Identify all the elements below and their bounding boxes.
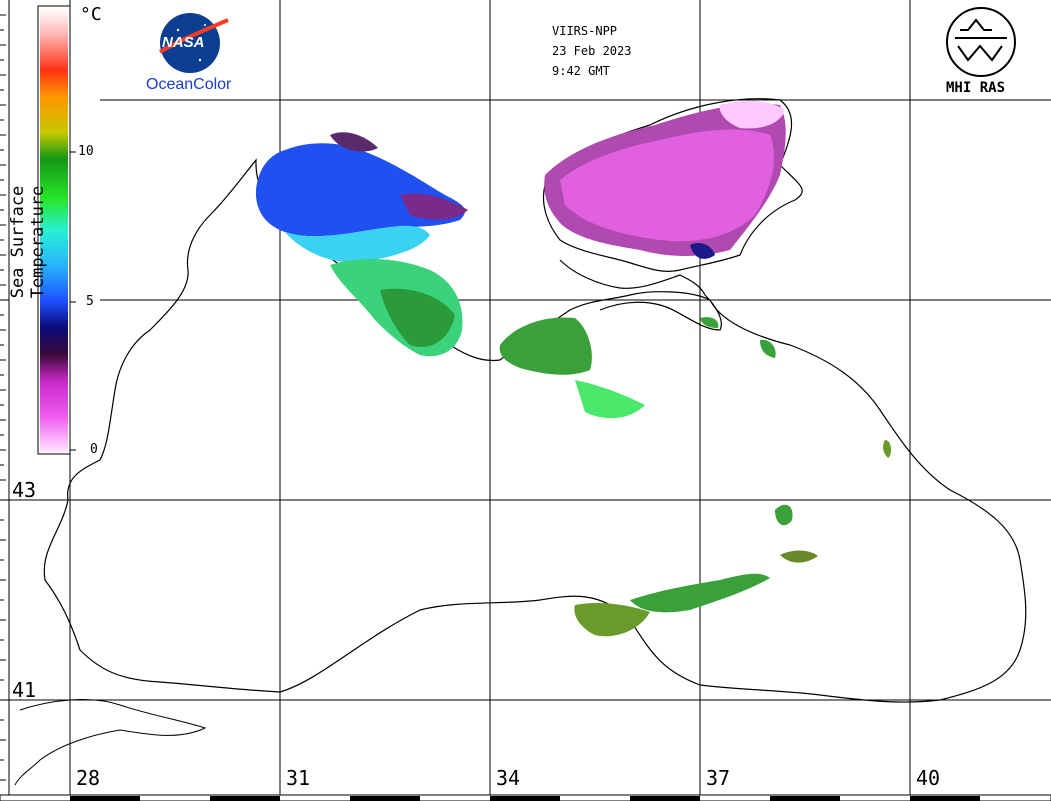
mhi-text: MHI RAS (946, 80, 1006, 96)
azov-coastline (542, 98, 803, 272)
date-label: 23 Feb 2023 (552, 44, 632, 58)
colorbar-tick-0: 0 (90, 442, 98, 457)
oceancolor-text: OceanColor (146, 76, 232, 93)
colorbar-title: Sea Surface Temperature (8, 185, 48, 299)
sensor-label: VIIRS-NPP (552, 24, 618, 38)
colorbar-tick-10: 10 (78, 144, 94, 159)
left-scale (0, 0, 10, 795)
colorbar (37, 5, 76, 455)
lat-label-43: 43 (12, 478, 37, 502)
colorbar-unit: °C (80, 4, 102, 25)
sst-patches (255, 100, 892, 637)
lon-label-40: 40 (916, 766, 941, 790)
mhi-logo (946, 7, 1016, 77)
coastline (43, 158, 1027, 703)
bottom-scale (0, 794, 1051, 801)
lon-label-37: 37 (706, 766, 731, 790)
lon-label-28: 28 (76, 766, 101, 790)
crimea-coastline (559, 259, 722, 331)
nasa-logo (158, 13, 229, 73)
lon-label-34: 34 (496, 766, 521, 790)
lon-label-31: 31 (286, 766, 311, 790)
colorbar-tick-5: 5 (86, 294, 94, 309)
time-label: 9:42 GMT (552, 64, 610, 78)
nasa-text: NASA (162, 34, 205, 51)
marmara-coastline (14, 699, 207, 786)
lat-label-41: 41 (12, 678, 37, 702)
